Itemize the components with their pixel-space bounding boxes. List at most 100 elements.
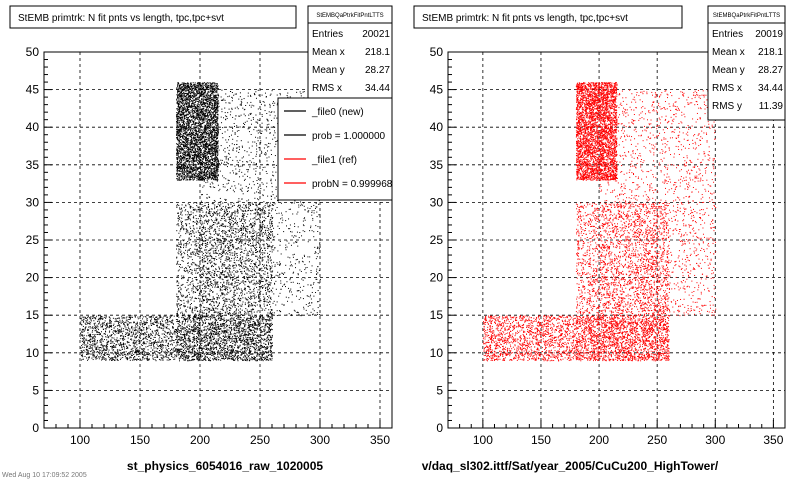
scatter-point [210,120,211,121]
scatter-point [205,173,206,174]
scatter-point [207,153,208,154]
scatter-point [179,178,180,179]
scatter-point [179,157,180,158]
scatter-point [183,133,184,134]
scatter-point [193,173,194,174]
scatter-point [181,129,182,130]
scatter-point [215,105,216,106]
scatter-point [206,108,207,109]
scatter-point [208,89,209,90]
scatter-point [213,112,214,113]
scatter-point [210,101,211,102]
scatter-point [183,163,184,164]
scatter-point [178,164,179,165]
scatter-point [195,108,196,109]
scatter-point [201,139,202,140]
scatter-point [179,104,180,105]
scatter-point [197,109,198,110]
scatter-point [215,117,216,118]
scatter-point [183,141,184,142]
scatter-point [184,162,185,163]
scatter-point [193,88,194,89]
scatter-point [177,139,178,140]
scatter-point [194,109,195,110]
scatter-point [186,140,187,141]
scatter-point [216,101,217,102]
scatter-point [212,162,213,163]
scatter-point [184,112,185,113]
scatter-point [196,152,197,153]
scatter-point [208,161,209,162]
scatter-point [180,127,181,128]
scatter-point [202,148,203,149]
scatter-point [200,144,201,145]
scatter-point [194,100,195,101]
scatter-point [177,97,178,98]
scatter-point [197,146,198,147]
scatter-point [205,113,206,114]
scatter-point [182,167,183,168]
scatter-point [210,148,211,149]
scatter-point [211,132,212,133]
scatter-point [212,104,213,105]
scatter-point [191,166,192,167]
scatter-point [186,101,187,102]
scatter-point [176,115,177,116]
scatter-point [197,150,198,151]
scatter-point [215,96,216,97]
scatter-point [216,90,217,91]
scatter-point [216,147,217,148]
scatter-point [202,138,203,139]
scatter-point [179,151,180,152]
scatter-point [186,169,187,170]
scatter-point [204,133,205,134]
scatter-point [176,135,177,136]
scatter-point [179,158,180,159]
scatter-point [182,178,183,179]
scatter-point [188,172,189,173]
scatter-point [216,83,217,84]
scatter-point [179,106,180,107]
left-pad: StEMB primtrk: N fit pnts vs length, tpc… [2,6,392,479]
scatter-point [181,175,182,176]
scatter-point [185,109,186,110]
scatter-point [196,180,197,181]
scatter-point [196,111,197,112]
scatter-point [193,143,194,144]
scatter-point [192,88,193,89]
scatter-point [204,122,205,123]
scatter-point [200,84,201,85]
scatter-point [208,97,209,98]
scatter-point [200,127,201,128]
scatter-point [216,162,217,163]
scatter-point [212,146,213,147]
scatter-point [186,180,187,181]
scatter-point [207,99,208,100]
scatter-point [191,92,192,93]
scatter-point [207,177,208,178]
scatter-point [193,84,194,85]
scatter-point [201,132,202,133]
scatter-point [177,120,178,121]
scatter-point [208,160,209,161]
scatter-point [187,93,188,94]
scatter-point [186,129,187,130]
scatter-point [179,132,180,133]
scatter-point [185,134,186,135]
scatter-point [186,86,187,87]
scatter-point [176,133,177,134]
scatter-point [186,117,187,118]
scatter-point [198,87,199,88]
scatter-point [201,103,202,104]
scatter-point [177,122,178,123]
scatter-point [202,91,203,92]
scatter-point [197,82,198,83]
scatter-point [203,98,204,99]
scatter-point [200,169,201,170]
scatter-point [196,140,197,141]
scatter-point [197,119,198,120]
scatter-point [206,164,207,165]
scatter-point [181,128,182,129]
scatter-point [176,127,177,128]
scatter-point [187,134,188,135]
